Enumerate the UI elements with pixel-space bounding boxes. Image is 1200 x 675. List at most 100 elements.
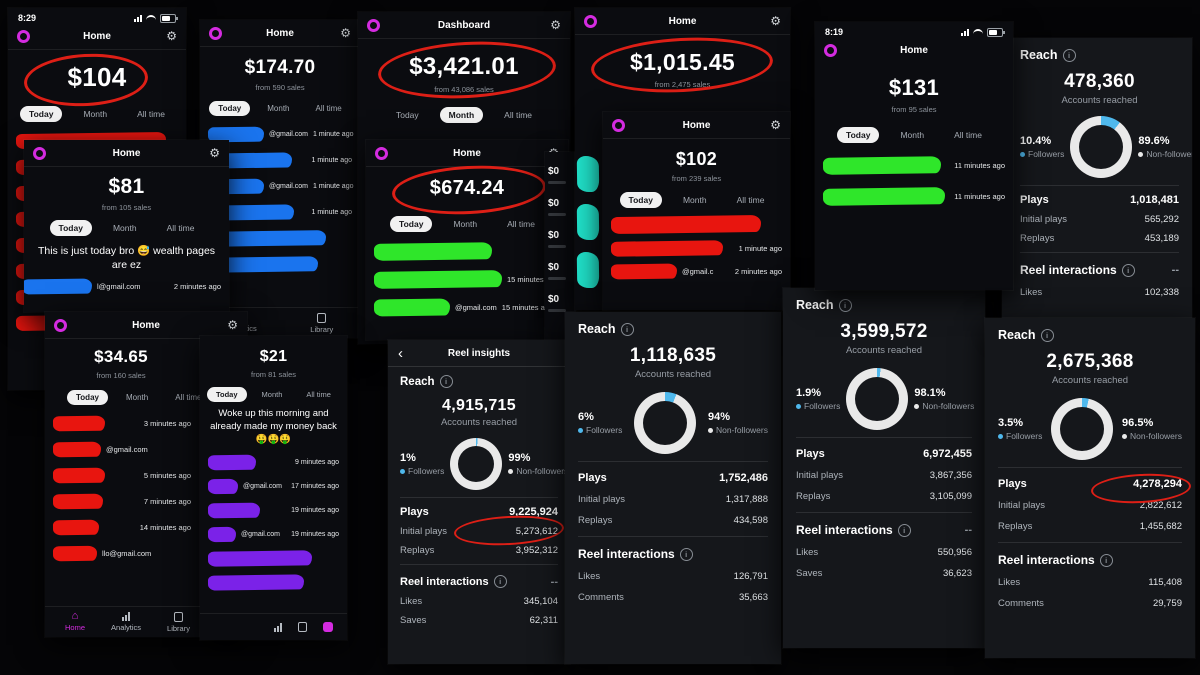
tab-all-time[interactable]: All time: [315, 104, 342, 113]
sale-row[interactable]: @gmail.com 17 minutes ago: [200, 479, 347, 495]
tab-month[interactable]: Month: [900, 130, 925, 140]
sale-timestamp: 9 minutes ago: [295, 459, 339, 467]
settings-gear-icon[interactable]: ⚙: [770, 14, 781, 28]
tab-today[interactable]: Today: [837, 127, 880, 143]
tab-today[interactable]: Today: [395, 110, 419, 120]
back-chevron-icon[interactable]: ‹: [398, 344, 403, 362]
analytics-bars-icon[interactable]: [274, 622, 282, 632]
sale-row[interactable]: 7 minutes ago: [45, 493, 247, 510]
tab-month[interactable]: Month: [439, 107, 484, 123]
reel-interactions-header: Reel interactions i --: [796, 523, 972, 537]
sale-row[interactable]: 19 minutes ago: [200, 503, 347, 519]
wifi-icon: [146, 14, 156, 22]
tab-all-time[interactable]: All time: [507, 219, 535, 229]
sale-row[interactable]: 1 minute ago: [200, 152, 360, 169]
info-icon[interactable]: i: [679, 547, 693, 561]
nav-library[interactable]: Library: [310, 312, 333, 334]
info-icon[interactable]: i: [439, 375, 453, 388]
settings-gear-icon[interactable]: ⚙: [770, 118, 781, 132]
list-item[interactable]: $0: [545, 294, 576, 312]
sale-row[interactable]: @gmail.c 2 minutes ago: [603, 263, 790, 280]
info-icon[interactable]: i: [897, 523, 911, 537]
settings-gear-icon[interactable]: ⚙: [227, 318, 238, 332]
sale-row[interactable]: 11 minutes ago: [815, 156, 1013, 175]
reach-donut-chart: [634, 392, 697, 454]
saves-row: Saves 62,311: [400, 615, 558, 626]
info-icon[interactable]: i: [1040, 328, 1054, 342]
tab-all-time[interactable]: All time: [504, 110, 533, 120]
tab-all-time[interactable]: All time: [166, 223, 195, 233]
tab-today[interactable]: Today: [20, 106, 63, 122]
tab-today[interactable]: Today: [619, 192, 662, 208]
redaction-scribble: [576, 203, 600, 241]
info-icon[interactable]: i: [838, 298, 852, 312]
timeframe-tabs: Today Month All time: [24, 220, 229, 236]
tab-month[interactable]: Month: [453, 219, 478, 229]
sale-row[interactable]: [200, 550, 347, 568]
sale-row[interactable]: l@gmail.com 2 minutes ago: [24, 278, 229, 295]
sale-row[interactable]: 3 minutes ago: [45, 415, 247, 432]
comments-row: Comments 29,759: [998, 598, 1182, 609]
tab-month[interactable]: Month: [112, 223, 137, 233]
sale-row[interactable]: 5 minutes ago: [45, 467, 247, 484]
list-item[interactable]: $0: [545, 198, 576, 216]
nav-analytics[interactable]: Analytics: [111, 612, 141, 632]
sale-row[interactable]: llo@gmail.com: [45, 545, 247, 562]
info-icon[interactable]: i: [1121, 263, 1135, 277]
tab-month[interactable]: Month: [267, 104, 290, 113]
settings-gear-icon[interactable]: ⚙: [550, 18, 561, 32]
reach-section-title: Reach i: [998, 328, 1182, 342]
timeframe-tabs: Today Month All time: [358, 107, 570, 123]
status-time: 8:19: [825, 27, 844, 37]
info-icon[interactable]: i: [620, 322, 634, 336]
list-item[interactable]: $0: [545, 262, 576, 280]
reach-insights-panel: Reach i 3,599,572 Accounts reached 1.9% Fo…: [783, 288, 985, 648]
settings-gear-icon[interactable]: ⚙: [340, 26, 351, 40]
tab-all-time[interactable]: All time: [306, 390, 331, 399]
tab-all-time[interactable]: All time: [736, 195, 765, 205]
tab-month[interactable]: Month: [261, 390, 283, 399]
sale-row[interactable]: [200, 574, 347, 592]
tab-all-time[interactable]: All time: [954, 130, 982, 140]
sale-row[interactable]: 1 minute ago: [200, 204, 360, 221]
buyer-email: @gmail.c: [682, 267, 714, 276]
sale-row[interactable]: [366, 242, 568, 261]
sale-row[interactable]: 1 minute ago: [603, 240, 790, 257]
nav-home[interactable]: ⌂ Home: [65, 610, 86, 633]
library-icon[interactable]: [298, 622, 307, 632]
tab-month[interactable]: Month: [682, 195, 707, 205]
sale-row[interactable]: @gmail.com 19 minutes ago: [200, 527, 347, 543]
app-logo-icon: [584, 14, 597, 28]
tab-today[interactable]: Today: [209, 101, 251, 116]
sale-row[interactable]: @gmail.com 15 minutes ago: [366, 298, 568, 317]
sale-row[interactable]: 15 minutes ago: [366, 270, 568, 289]
settings-gear-icon[interactable]: ⚙: [209, 146, 220, 160]
sale-row[interactable]: 14 minutes ago: [45, 519, 247, 536]
tab-month[interactable]: Month: [83, 109, 108, 119]
tab-today[interactable]: Today: [49, 220, 92, 236]
tab-today[interactable]: Today: [67, 390, 108, 405]
sale-row[interactable]: @gmail.com: [45, 441, 247, 458]
sale-row[interactable]: @gmail.com 1 minute ago: [200, 178, 360, 195]
revenue-amount: $81: [108, 175, 145, 198]
tab-all-time[interactable]: All time: [175, 393, 202, 402]
settings-gear-icon[interactable]: ⚙: [166, 29, 177, 43]
tab-month[interactable]: Month: [125, 393, 149, 402]
tab-today[interactable]: Today: [207, 387, 247, 402]
tab-all-time[interactable]: All time: [137, 109, 165, 119]
revenue-amount: $104: [67, 62, 127, 92]
sale-row[interactable]: [603, 214, 790, 235]
nav-library[interactable]: Library: [167, 611, 190, 633]
info-icon[interactable]: i: [493, 575, 507, 588]
sales-count: from 160 sales: [96, 371, 146, 380]
tab-today[interactable]: Today: [390, 216, 433, 232]
sale-row[interactable]: 11 minutes ago: [815, 187, 1013, 206]
sale-row[interactable]: 9 minutes ago: [200, 455, 347, 471]
sale-row[interactable]: @gmail.com 1 minute ago: [200, 126, 360, 143]
list-item[interactable]: $0: [545, 230, 576, 248]
library-icon: [174, 611, 183, 622]
info-icon[interactable]: i: [1099, 553, 1113, 567]
redaction-scribble: [373, 298, 451, 317]
info-icon[interactable]: i: [1062, 48, 1076, 62]
list-item[interactable]: $0: [545, 166, 576, 184]
